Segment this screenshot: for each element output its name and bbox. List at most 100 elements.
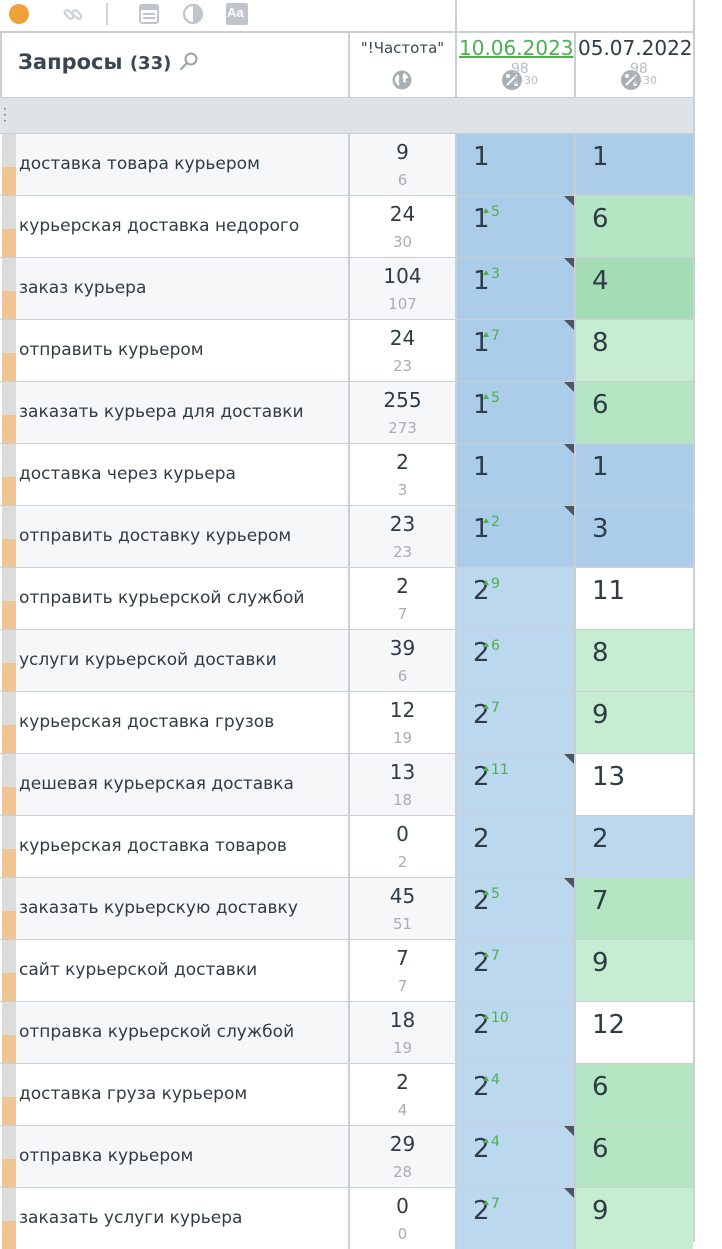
orange-dot-icon[interactable] bbox=[8, 3, 30, 25]
position-cell-2[interactable]: 2 bbox=[576, 816, 693, 877]
note-corner-icon[interactable] bbox=[564, 320, 574, 330]
table-row[interactable]: заказ курьера 104 107 1 3 4 bbox=[0, 257, 695, 319]
table-row[interactable]: курьерская доставка товаров 0 2 2 2 bbox=[0, 815, 695, 877]
date-column-header-1[interactable]: 10.06.2023 98 1-30 bbox=[457, 33, 575, 97]
position-cell-1[interactable]: 1 bbox=[457, 444, 574, 505]
query-cell[interactable]: дешевая курьерская доставка bbox=[16, 754, 348, 815]
query-cell[interactable]: услуги курьерской доставки bbox=[16, 630, 348, 691]
query-cell[interactable]: доставка товара курьером bbox=[16, 134, 348, 195]
position-cell-2[interactable]: 9 bbox=[576, 692, 693, 753]
search-icon[interactable] bbox=[178, 51, 200, 73]
table-row[interactable]: сайт курьерской доставки 7 7 2 7 9 bbox=[0, 939, 695, 1001]
note-corner-icon[interactable] bbox=[564, 878, 574, 888]
query-cell[interactable]: курьерская доставка грузов bbox=[16, 692, 348, 753]
position-cell-1[interactable]: 1 bbox=[457, 134, 574, 195]
position-cell-2[interactable]: 4 bbox=[576, 258, 693, 319]
group-band[interactable]: · · · bbox=[0, 97, 695, 133]
table-row[interactable]: заказать курьера для доставки 255 273 1 5 6 bbox=[0, 381, 695, 443]
table-row[interactable]: отправить курьером 24 23 1 7 8 bbox=[0, 319, 695, 381]
position-cell-1[interactable]: 2 10 bbox=[457, 1002, 574, 1063]
position-cell-2[interactable]: 1 bbox=[576, 444, 693, 505]
percent-icon bbox=[621, 70, 641, 90]
link-icon[interactable] bbox=[62, 3, 84, 25]
drag-handle-icon[interactable]: · · · bbox=[3, 102, 7, 128]
query-cell[interactable]: отправка курьерской службой bbox=[16, 1002, 348, 1063]
position-cell-1[interactable]: 2 11 bbox=[457, 754, 574, 815]
table-row[interactable]: заказать курьерскую доставку 45 51 2 5 7 bbox=[0, 877, 695, 939]
position-cell-2[interactable]: 8 bbox=[576, 320, 693, 381]
position-cell-2[interactable]: 8 bbox=[576, 630, 693, 691]
query-cell[interactable]: курьерская доставка недорого bbox=[16, 196, 348, 257]
position-cell-2[interactable]: 3 bbox=[576, 506, 693, 567]
table-row[interactable]: услуги курьерской доставки 39 6 2 6 8 bbox=[0, 629, 695, 691]
position-cell-2[interactable]: 12 bbox=[576, 1002, 693, 1063]
position-cell-2[interactable]: 9 bbox=[576, 940, 693, 1001]
up-arrow-icon bbox=[483, 704, 489, 709]
font-size-icon[interactable]: Aa bbox=[226, 3, 248, 25]
position-cell-1[interactable]: 2 bbox=[457, 816, 574, 877]
query-cell[interactable]: заказать курьера для доставки bbox=[16, 382, 348, 443]
table-row[interactable]: заказать услуги курьера 0 0 2 7 9 bbox=[0, 1187, 695, 1249]
query-cell[interactable]: отправить курьерской службой bbox=[16, 568, 348, 629]
position-cell-2[interactable]: 6 bbox=[576, 382, 693, 443]
table-row[interactable]: курьерская доставка недорого 24 30 1 5 6 bbox=[0, 195, 695, 257]
date-column-header-2[interactable]: 05.07.2022 98 1-30 bbox=[576, 33, 694, 97]
query-cell[interactable]: отправить доставку курьером bbox=[16, 506, 348, 567]
query-cell[interactable]: отправка курьером bbox=[16, 1126, 348, 1187]
contrast-icon[interactable] bbox=[182, 3, 204, 25]
query-cell[interactable]: доставка через курьера bbox=[16, 444, 348, 505]
frequency-header[interactable]: "!Частота" bbox=[350, 33, 455, 97]
note-corner-icon[interactable] bbox=[564, 1126, 574, 1136]
row-marker-fill bbox=[2, 353, 16, 381]
table-row[interactable]: отправка курьерской службой 18 19 2 10 12 bbox=[0, 1001, 695, 1063]
position-cell-2[interactable]: 6 bbox=[576, 196, 693, 257]
position-cell-2[interactable]: 9 bbox=[576, 1188, 693, 1249]
position-cell-2[interactable]: 11 bbox=[576, 568, 693, 629]
row-marker bbox=[2, 134, 16, 195]
table-row[interactable]: доставка товара курьером 9 6 1 1 bbox=[0, 133, 695, 195]
table-row[interactable]: дешевая курьерская доставка 13 18 2 11 13 bbox=[0, 753, 695, 815]
query-cell[interactable]: сайт курьерской доставки bbox=[16, 940, 348, 1001]
note-corner-icon[interactable] bbox=[564, 444, 574, 454]
row-marker bbox=[2, 816, 16, 877]
table-row[interactable]: курьерская доставка грузов 12 19 2 7 9 bbox=[0, 691, 695, 753]
position-cell-2[interactable]: 13 bbox=[576, 754, 693, 815]
query-cell[interactable]: отправить курьером bbox=[16, 320, 348, 381]
note-corner-icon[interactable] bbox=[564, 754, 574, 764]
note-corner-icon[interactable] bbox=[564, 1188, 574, 1198]
position-cell-2[interactable]: 6 bbox=[576, 1126, 693, 1187]
date-link[interactable]: 10.06.2023 bbox=[459, 36, 574, 60]
note-corner-icon[interactable] bbox=[564, 382, 574, 392]
position-cell-2[interactable]: 7 bbox=[576, 878, 693, 939]
note-corner-icon[interactable] bbox=[564, 506, 574, 516]
note-corner-icon[interactable] bbox=[564, 258, 574, 268]
table-row[interactable]: доставка через курьера 2 3 1 1 bbox=[0, 443, 695, 505]
query-cell[interactable]: заказать курьерскую доставку bbox=[16, 878, 348, 939]
position-cell-2[interactable]: 6 bbox=[576, 1064, 693, 1125]
query-cell[interactable]: доставка груза курьером bbox=[16, 1064, 348, 1125]
table-row[interactable]: отправить доставку курьером 23 23 1 2 3 bbox=[0, 505, 695, 567]
queries-header[interactable]: Запросы (33) bbox=[2, 33, 348, 97]
window-icon[interactable] bbox=[138, 3, 160, 25]
query-cell[interactable]: заказ курьера bbox=[16, 258, 348, 319]
query-cell[interactable]: заказать услуги курьера bbox=[16, 1188, 348, 1249]
query-cell[interactable]: курьерская доставка товаров bbox=[16, 816, 348, 877]
table-row[interactable]: доставка груза курьером 2 4 2 4 6 bbox=[0, 1063, 695, 1125]
table-row[interactable]: отправить курьерской службой 2 7 2 9 11 bbox=[0, 567, 695, 629]
note-corner-icon[interactable] bbox=[564, 196, 574, 206]
position-cell-2[interactable]: 1 bbox=[576, 134, 693, 195]
table-row[interactable]: отправка курьером 29 28 2 4 6 bbox=[0, 1125, 695, 1187]
